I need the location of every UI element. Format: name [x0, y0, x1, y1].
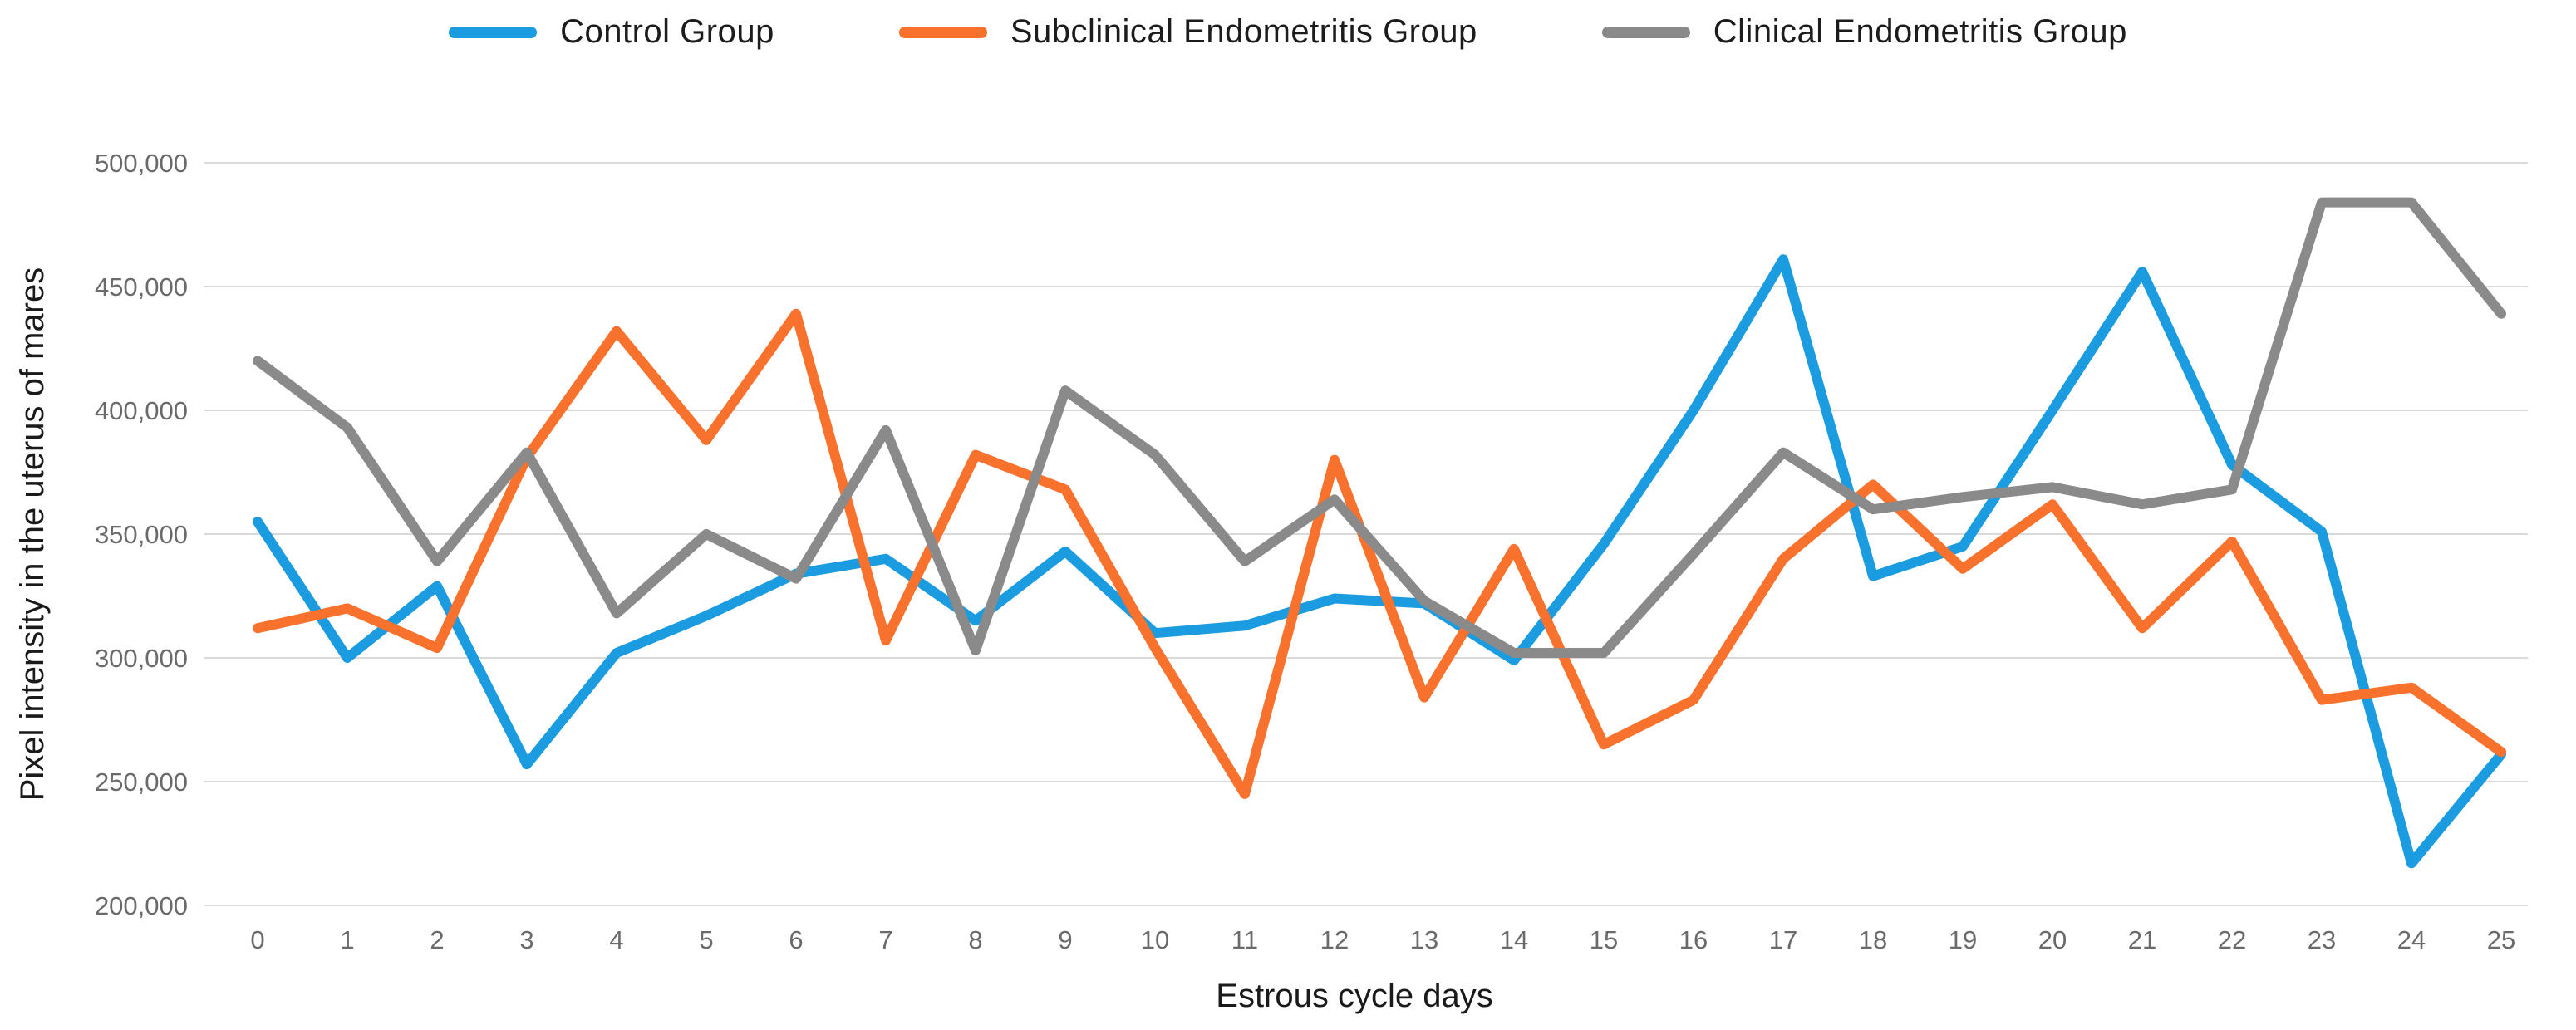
y-tick-label: 300,000: [95, 644, 188, 673]
x-tick-label: 12: [1320, 925, 1349, 954]
legend-item-control: Control Group: [449, 13, 774, 51]
x-tick-label: 23: [2308, 925, 2336, 954]
series-line-1: [253, 308, 2506, 799]
x-axis-tick-labels: 0 1 2 3 4 5 6 7 8 9 10 11 12 13 14 15 16 17 18 19 20 21 22 23 24…: [250, 925, 2515, 954]
legend-swatch-subclinical: [898, 26, 987, 38]
series-lines: [253, 197, 2506, 869]
x-tick-label: 20: [2038, 925, 2067, 954]
legend-label-subclinical: Subclinical Endometritis Group: [1010, 13, 1477, 50]
x-tick-label: 5: [699, 925, 713, 954]
x-tick-label: 24: [2397, 925, 2426, 954]
gridlines: [204, 162, 2528, 906]
x-axis-title: Estrous cycle days: [1216, 978, 1492, 1014]
series-line-0: [253, 254, 2506, 869]
y-tick-label: 250,000: [95, 768, 188, 797]
chart-legend: Control Group Subclinical Endometritis G…: [0, 13, 2576, 51]
x-tick-label: 7: [878, 925, 892, 954]
legend-label-clinical: Clinical Endometritis Group: [1713, 13, 2127, 50]
y-tick-label: 200,000: [95, 891, 188, 920]
x-tick-label: 21: [2128, 925, 2156, 954]
x-tick-label: 1: [340, 925, 354, 954]
x-tick-label: 9: [1058, 925, 1072, 954]
x-tick-label: 15: [1590, 925, 1618, 954]
legend-swatch-clinical: [1601, 26, 1690, 38]
x-tick-label: 0: [250, 925, 264, 954]
x-tick-label: 17: [1769, 925, 1797, 954]
x-tick-label: 19: [1949, 925, 1977, 954]
x-tick-label: 10: [1141, 925, 1169, 954]
legend-item-clinical: Clinical Endometritis Group: [1601, 13, 2127, 51]
x-tick-label: 13: [1410, 925, 1438, 954]
x-tick-label: 2: [430, 925, 444, 954]
x-tick-label: 25: [2487, 925, 2515, 954]
x-tick-label: 4: [609, 925, 623, 954]
legend-item-subclinical: Subclinical Endometritis Group: [898, 13, 1477, 51]
x-tick-label: 6: [789, 925, 803, 954]
y-tick-label: 350,000: [95, 520, 188, 549]
x-tick-label: 14: [1500, 925, 1528, 954]
x-tick-label: 18: [1859, 925, 1887, 954]
x-tick-label: 8: [968, 925, 982, 954]
y-axis-title: Pixel intensity in the uterus of mares: [14, 267, 51, 802]
x-tick-label: 3: [519, 925, 533, 954]
y-tick-label: 400,000: [95, 396, 188, 425]
x-tick-label: 11: [1231, 925, 1258, 954]
legend-swatch-control: [449, 26, 538, 38]
x-tick-label: 16: [1679, 925, 1708, 954]
series-line-2: [253, 197, 2506, 659]
y-tick-label: 500,000: [95, 149, 188, 178]
x-tick-label: 22: [2218, 925, 2246, 954]
y-tick-label: 450,000: [95, 272, 188, 302]
legend-label-control: Control Group: [560, 13, 774, 50]
y-axis-tick-labels: 500,000 450,000 400,000 350,000 300,000 250,0…: [95, 149, 188, 920]
